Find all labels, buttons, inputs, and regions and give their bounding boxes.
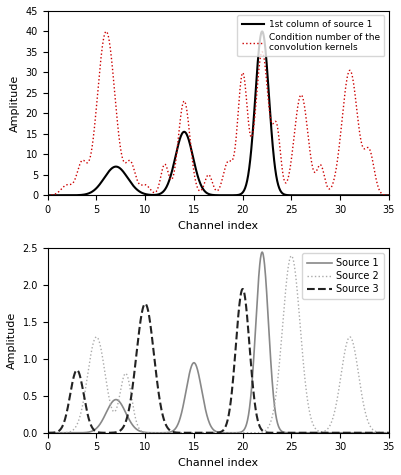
Source 2 [45, 430, 50, 436]
Source 3 [195, 430, 200, 436]
Condition number of the
convolution kernels [45, 192, 50, 198]
Condition number of the
convolution kernels [103, 28, 108, 34]
Condition number of the
convolution kernels [80, 157, 85, 163]
X-axis label: Channel index: Channel index [178, 458, 258, 468]
1st column of source 1 [317, 192, 322, 198]
1st column of source 1 [259, 28, 264, 34]
Source 2 [80, 403, 85, 408]
Condition number of the
convolution kernels [183, 103, 188, 108]
1st column of source 1 [183, 130, 188, 135]
1st column of source 1 [311, 192, 316, 198]
Y-axis label: Amplitude: Amplitude [7, 312, 17, 369]
Source 2 [279, 326, 284, 332]
1st column of source 1 [385, 192, 390, 198]
Source 2 [311, 424, 316, 430]
Source 3 [240, 286, 245, 292]
Source 1 [45, 430, 50, 436]
Source 2 [183, 430, 188, 436]
Legend: Source 1, Source 2, Source 3: Source 1, Source 2, Source 3 [302, 253, 383, 299]
Source 2 [385, 430, 390, 436]
1st column of source 1 [279, 190, 284, 196]
Condition number of the
convolution kernels [195, 187, 200, 192]
Line: Condition number of the
convolution kernels: Condition number of the convolution kern… [48, 31, 388, 195]
Source 1 [385, 430, 390, 436]
Line: Source 2: Source 2 [48, 256, 388, 433]
Source 1 [317, 430, 322, 436]
Source 1 [80, 430, 85, 436]
Y-axis label: Amplitude: Amplitude [10, 75, 20, 132]
Source 2 [288, 253, 293, 259]
Source 3 [183, 430, 188, 436]
Source 3 [311, 430, 316, 436]
Source 1 [183, 390, 188, 396]
Condition number of the
convolution kernels [279, 167, 284, 172]
Source 1 [259, 249, 264, 255]
Source 3 [80, 385, 85, 391]
Source 2 [195, 430, 200, 436]
Condition number of the
convolution kernels [385, 192, 390, 198]
1st column of source 1 [80, 192, 85, 198]
X-axis label: Channel index: Channel index [178, 220, 258, 230]
Source 2 [190, 430, 195, 436]
Source 3 [385, 430, 390, 436]
Condition number of the
convolution kernels [317, 162, 322, 168]
Line: 1st column of source 1: 1st column of source 1 [48, 31, 388, 195]
1st column of source 1 [45, 192, 50, 198]
Source 3 [45, 430, 50, 436]
Line: Source 1: Source 1 [48, 252, 388, 433]
Source 2 [317, 429, 322, 435]
Source 3 [317, 430, 322, 436]
Legend: 1st column of source 1, Condition number of the
convolution kernels: 1st column of source 1, Condition number… [237, 16, 383, 57]
Source 1 [195, 369, 200, 374]
Source 3 [279, 430, 284, 436]
Condition number of the
convolution kernels [311, 169, 316, 174]
1st column of source 1 [195, 174, 200, 180]
Source 1 [311, 430, 316, 436]
Source 1 [279, 429, 284, 435]
Line: Source 3: Source 3 [48, 289, 388, 433]
